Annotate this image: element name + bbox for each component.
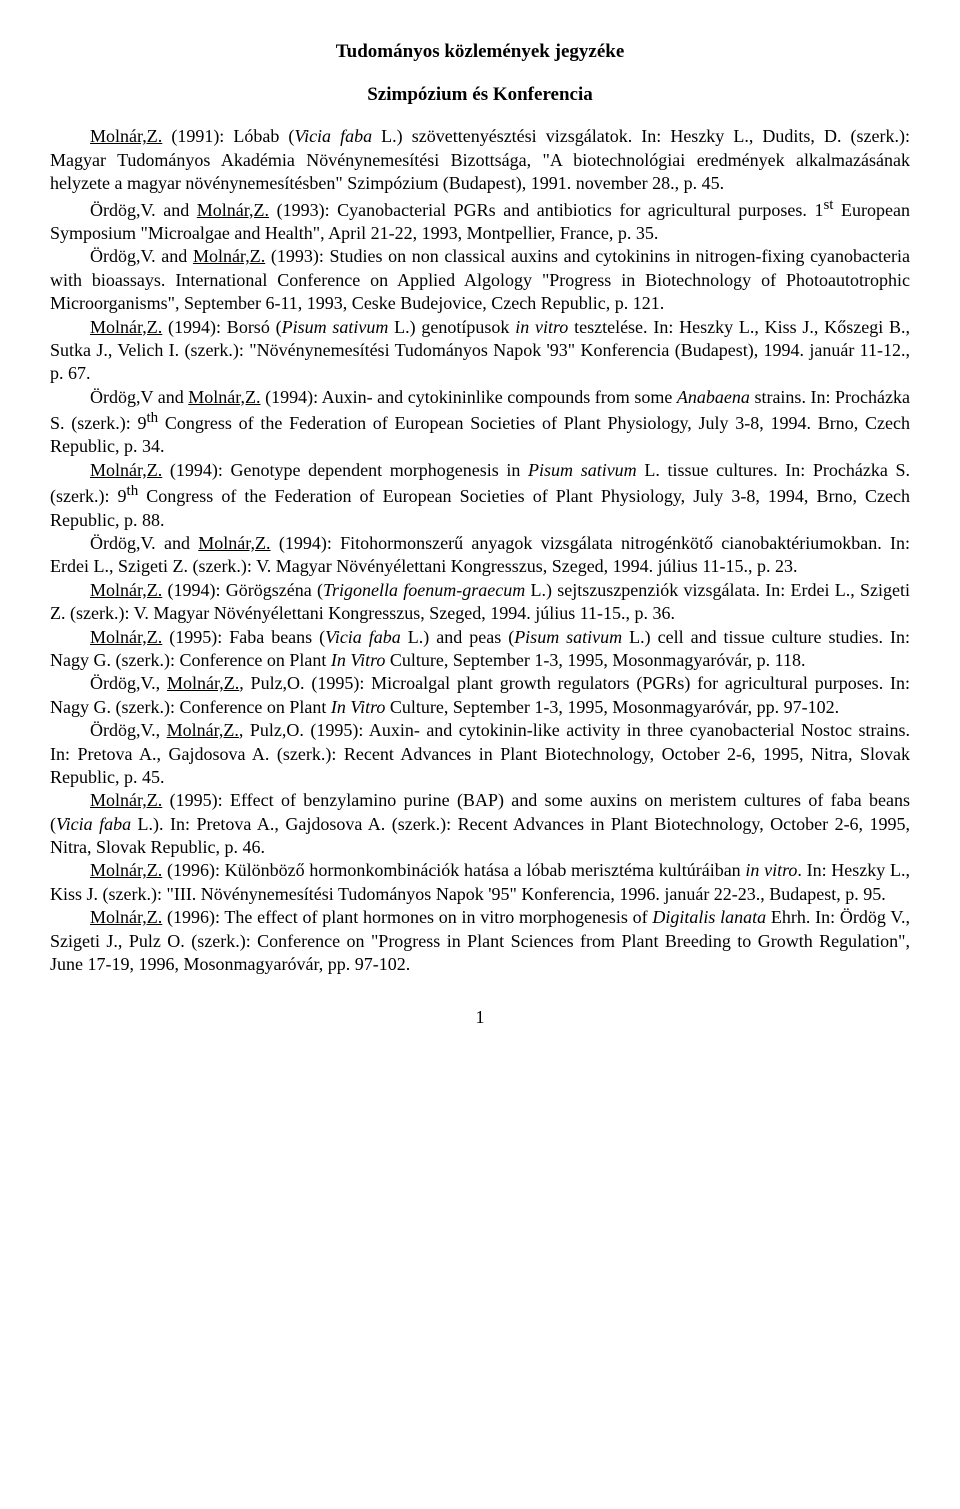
page-title: Tudományos közlemények jegyzéke bbox=[50, 40, 910, 65]
bibliography-entry: Molnár,Z. (1996): Különböző hormonkombin… bbox=[50, 859, 910, 906]
bibliography-entry: Molnár,Z. (1994): Genotype dependent mor… bbox=[50, 459, 910, 532]
page-subtitle: Szimpózium és Konferencia bbox=[50, 83, 910, 108]
bibliography-entry: Molnár,Z. (1995): Faba beans (Vicia faba… bbox=[50, 626, 910, 673]
bibliography-entry: Molnár,Z. (1994): Görögszéna (Trigonella… bbox=[50, 579, 910, 626]
bibliography-entry: Molnár,Z. (1994): Borsó (Pisum sativum L… bbox=[50, 316, 910, 386]
bibliography-entry: Ördög,V and Molnár,Z. (1994): Auxin- and… bbox=[50, 386, 910, 459]
bibliography-entry: Molnár,Z. (1991): Lóbab (Vicia faba L.) … bbox=[50, 125, 910, 195]
page-number: 1 bbox=[50, 1006, 910, 1029]
entries-list: Molnár,Z. (1991): Lóbab (Vicia faba L.) … bbox=[50, 125, 910, 976]
bibliography-entry: Ördög,V. and Molnár,Z. (1994): Fitohormo… bbox=[50, 532, 910, 579]
bibliography-entry: Ördög,V. and Molnár,Z. (1993): Cyanobact… bbox=[50, 196, 910, 246]
bibliography-entry: Ördög,V. and Molnár,Z. (1993): Studies o… bbox=[50, 245, 910, 315]
bibliography-entry: Ördög,V., Molnár,Z., Pulz,O. (1995): Aux… bbox=[50, 719, 910, 789]
bibliography-entry: Molnár,Z. (1996): The effect of plant ho… bbox=[50, 906, 910, 976]
bibliography-entry: Ördög,V., Molnár,Z., Pulz,O. (1995): Mic… bbox=[50, 672, 910, 719]
bibliography-entry: Molnár,Z. (1995): Effect of benzylamino … bbox=[50, 789, 910, 859]
